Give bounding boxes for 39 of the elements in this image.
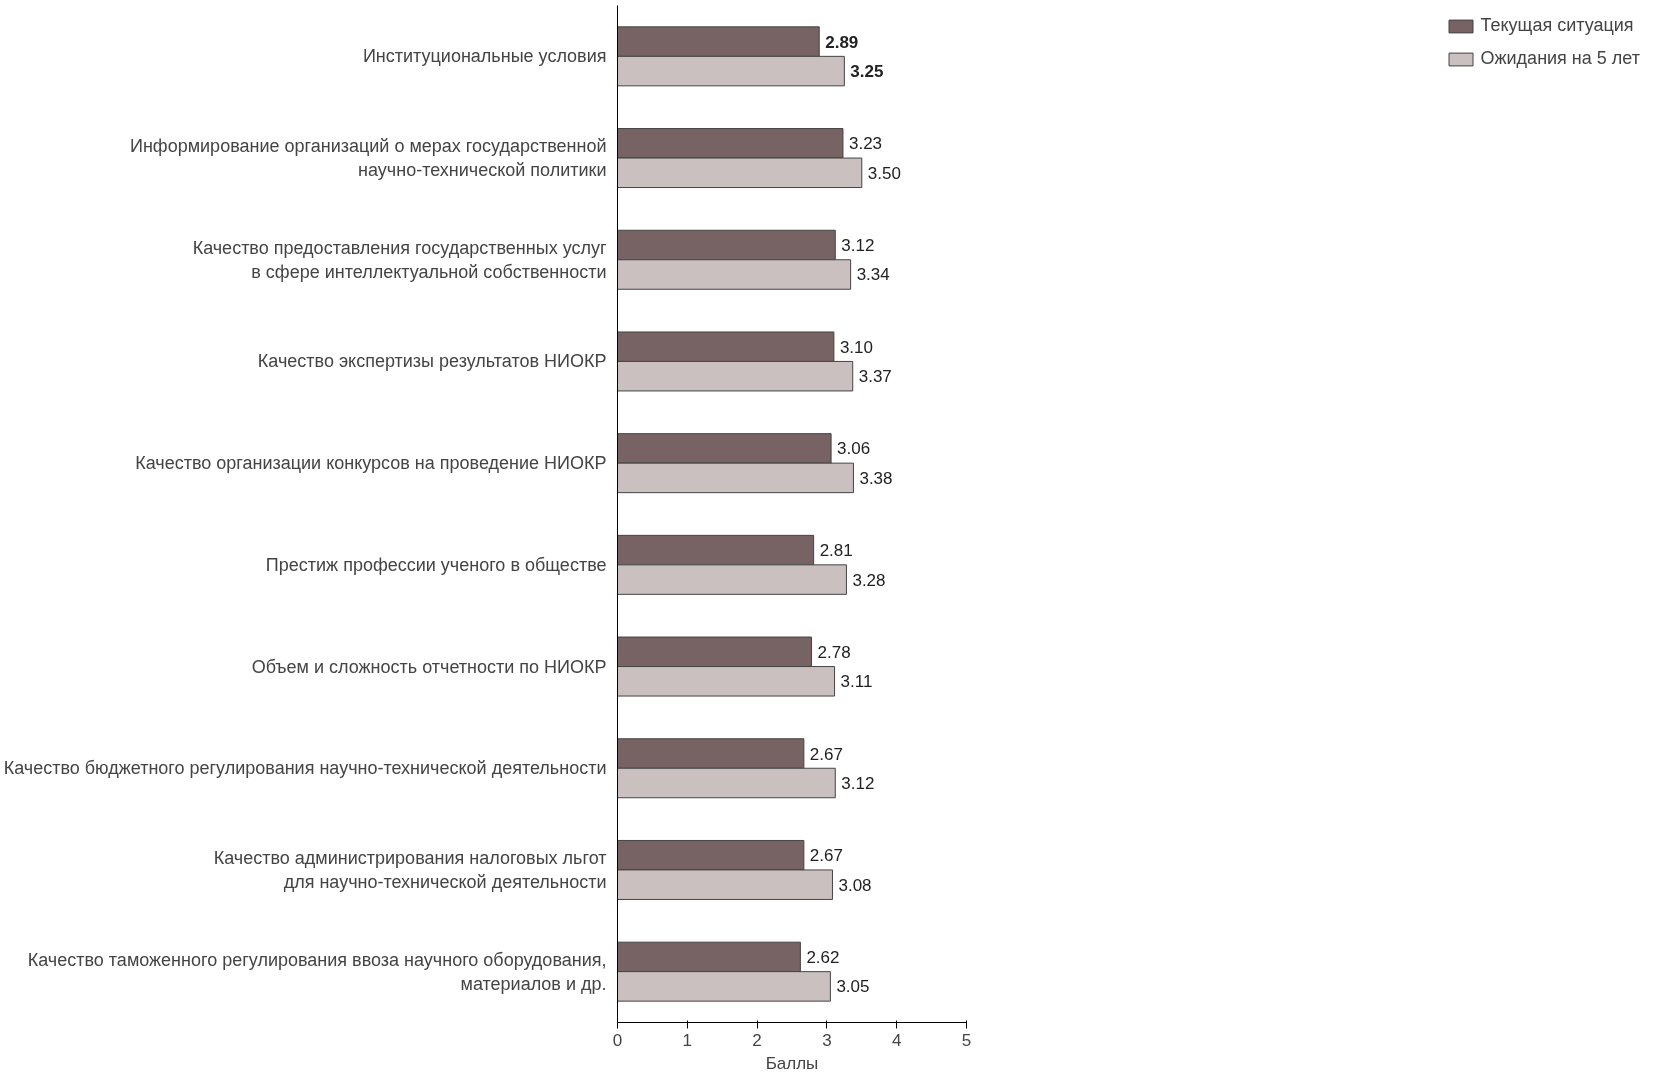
data-label: 2.81 bbox=[819, 541, 853, 561]
y-tick-label: Информирование организаций о мерах государственной научно-технической политики bbox=[129, 136, 607, 181]
legend-label: Текущая ситуация bbox=[1480, 15, 1634, 36]
data-label: 3.23 bbox=[848, 134, 883, 154]
data-label: 3.12 bbox=[841, 774, 875, 793]
data-label: 3.34 bbox=[856, 265, 890, 285]
data-label: 2.89 bbox=[825, 32, 859, 52]
legend-label: Ожидания на 5 лет bbox=[1480, 48, 1640, 69]
y-tick-label: Качество бюджетного регулирования научно-технической деятельности bbox=[3, 758, 607, 779]
x-tick-label: 1 bbox=[682, 1030, 693, 1050]
y-tick-label: Качество администрирования налоговых льгот для научно-технической деятельности bbox=[213, 847, 607, 892]
x-tick-label: 0 bbox=[612, 1030, 623, 1050]
y-tick-label: Качество организации конкурсов на проведение НИОКР bbox=[135, 453, 607, 474]
y-tick-label: Объем и сложность отчетности по НИОКР bbox=[251, 656, 607, 677]
data-label: 3.12 bbox=[841, 236, 875, 255]
x-tick-label: 4 bbox=[891, 1030, 902, 1050]
data-label: 3.08 bbox=[838, 875, 872, 895]
y-tick-label: Качество экспертизы результатов НИОКР bbox=[257, 351, 607, 372]
data-label: 3.05 bbox=[836, 977, 870, 997]
x-tick-label: 5 bbox=[961, 1030, 972, 1050]
data-label: 3.10 bbox=[839, 337, 873, 357]
x-axis-title: Баллы bbox=[765, 1053, 819, 1073]
x-tick-label: 2 bbox=[752, 1030, 762, 1050]
data-label: 2.67 bbox=[809, 846, 843, 866]
data-label: 2.62 bbox=[806, 947, 840, 967]
data-label: 3.50 bbox=[867, 163, 901, 183]
data-label: 3.11 bbox=[840, 672, 873, 692]
y-tick-label: Престиж профессии ученого в обществе bbox=[265, 554, 607, 575]
y-tick-label: Качество таможенного регулирования ввоза научного оборудования, материалов и др. bbox=[27, 949, 607, 994]
data-label: 2.78 bbox=[817, 642, 851, 662]
data-label: 2.67 bbox=[809, 744, 843, 764]
data-label: 3.38 bbox=[859, 468, 893, 488]
data-label: 3.25 bbox=[850, 62, 884, 82]
data-label: 3.06 bbox=[837, 439, 871, 459]
data-label: 3.28 bbox=[852, 570, 886, 590]
y-tick-label: Качество предоставления государственных услуг в сфере интеллектуальной собственности bbox=[192, 237, 607, 282]
data-label: 3.37 bbox=[858, 367, 892, 387]
y-tick-label: Институциональные условия bbox=[362, 46, 607, 67]
x-tick-label: 3 bbox=[822, 1030, 832, 1050]
